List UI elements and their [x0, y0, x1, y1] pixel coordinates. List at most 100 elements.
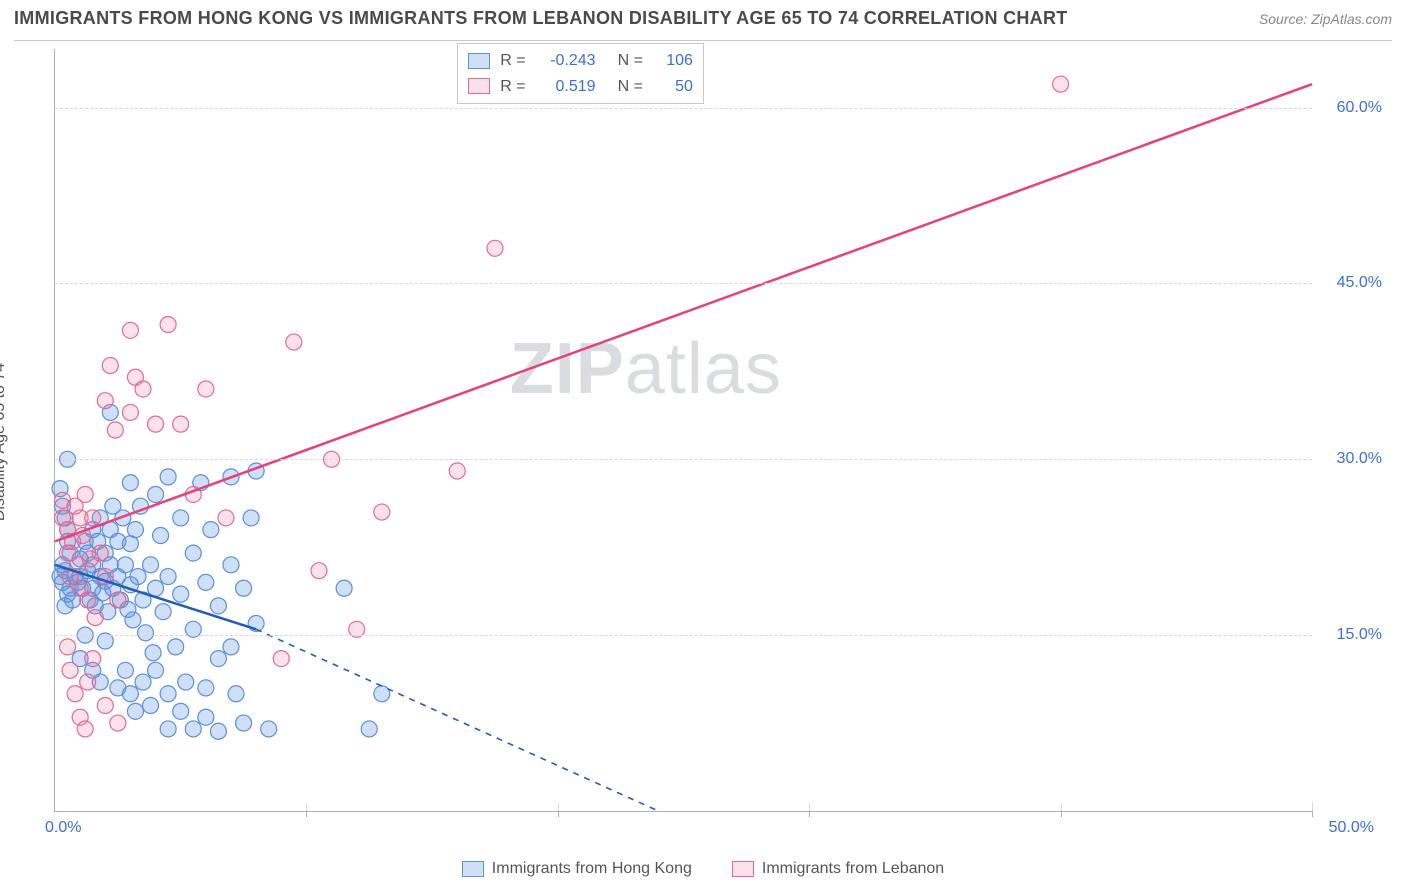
data-point-hk	[185, 545, 201, 561]
gridline-h	[55, 635, 1312, 636]
data-point-hk	[143, 697, 159, 713]
gridline-h	[55, 459, 1312, 460]
series-legend: Immigrants from Hong Kong Immigrants fro…	[0, 860, 1406, 878]
data-point-hk	[336, 580, 352, 596]
data-point-lb	[160, 316, 176, 332]
data-point-hk	[135, 674, 151, 690]
data-point-lb	[449, 463, 465, 479]
source-attribution: Source: ZipAtlas.com	[1259, 11, 1392, 27]
data-point-lb	[286, 334, 302, 350]
xtick	[809, 811, 810, 817]
data-point-hk	[127, 522, 143, 538]
data-point-hk	[160, 721, 176, 737]
r-label: R =	[500, 74, 525, 100]
data-point-hk	[178, 674, 194, 690]
gridline-v	[1312, 803, 1313, 811]
gridline-v	[558, 803, 559, 811]
data-point-hk	[374, 686, 390, 702]
xtick-label: 50.0%	[1329, 819, 1374, 837]
data-point-hk	[173, 586, 189, 602]
legend-label-lb: Immigrants from Lebanon	[762, 860, 944, 878]
legend-item-lb: Immigrants from Lebanon	[732, 860, 944, 878]
xtick	[306, 811, 307, 817]
data-point-hk	[198, 680, 214, 696]
stats-legend: R = -0.243 N = 106 R = 0.519 N = 50	[457, 43, 704, 104]
r-label: R =	[500, 48, 525, 74]
gridline-v	[1061, 803, 1062, 811]
data-point-lb	[77, 486, 93, 502]
data-point-hk	[198, 709, 214, 725]
swatch-lb	[732, 861, 754, 877]
data-point-lb	[148, 416, 164, 432]
data-point-lb	[80, 674, 96, 690]
r-value-hk: -0.243	[540, 48, 596, 74]
data-point-lb	[97, 697, 113, 713]
data-point-lb	[85, 510, 101, 526]
data-point-hk	[125, 612, 141, 628]
data-point-hk	[57, 598, 73, 614]
data-point-hk	[243, 510, 259, 526]
data-point-lb	[85, 651, 101, 667]
data-point-lb	[110, 715, 126, 731]
data-point-hk	[160, 569, 176, 585]
regression-line-hk-extrapolated	[256, 629, 658, 811]
gridline-h	[55, 283, 1312, 284]
ytick-label: 45.0%	[1337, 274, 1382, 292]
data-point-lb	[67, 686, 83, 702]
data-point-lb	[374, 504, 390, 520]
data-point-hk	[145, 645, 161, 661]
data-point-lb	[1053, 76, 1069, 92]
swatch-hk	[462, 861, 484, 877]
gridline-v	[306, 803, 307, 811]
title-bar: IMMIGRANTS FROM HONG KONG VS IMMIGRANTS …	[0, 0, 1406, 33]
n-label: N =	[618, 74, 643, 100]
data-point-lb	[110, 592, 126, 608]
data-point-lb	[173, 416, 189, 432]
n-value-hk: 106	[657, 48, 693, 74]
data-point-lb	[80, 592, 96, 608]
gridline-h	[55, 108, 1312, 109]
gridline-v	[809, 803, 810, 811]
data-point-lb	[62, 662, 78, 678]
data-point-hk	[228, 686, 244, 702]
data-point-hk	[223, 639, 239, 655]
data-point-hk	[155, 604, 171, 620]
data-point-hk	[148, 486, 164, 502]
data-point-hk	[130, 569, 146, 585]
data-point-hk	[236, 580, 252, 596]
data-point-hk	[117, 662, 133, 678]
data-point-lb	[97, 393, 113, 409]
data-point-hk	[173, 703, 189, 719]
data-point-lb	[60, 639, 76, 655]
chart-title: IMMIGRANTS FROM HONG KONG VS IMMIGRANTS …	[14, 8, 1068, 29]
data-point-hk	[173, 510, 189, 526]
data-point-lb	[273, 651, 289, 667]
data-point-hk	[160, 469, 176, 485]
data-point-hk	[210, 723, 226, 739]
data-point-hk	[261, 721, 277, 737]
n-value-lb: 50	[657, 74, 693, 100]
data-point-hk	[203, 522, 219, 538]
data-point-hk	[153, 528, 169, 544]
data-point-lb	[107, 422, 123, 438]
data-point-hk	[143, 557, 159, 573]
swatch-lb	[468, 78, 490, 94]
stats-row-hk: R = -0.243 N = 106	[468, 48, 693, 74]
chart-frame: Disability Age 65 to 74 ZIPatlas R = -0.…	[14, 40, 1392, 842]
data-point-lb	[87, 610, 103, 626]
data-point-lb	[311, 563, 327, 579]
data-point-lb	[102, 358, 118, 374]
stats-row-lb: R = 0.519 N = 50	[468, 74, 693, 100]
data-point-hk	[122, 475, 138, 491]
data-point-hk	[117, 557, 133, 573]
ytick-label: 30.0%	[1337, 450, 1382, 468]
y-axis-label: Disability Age 65 to 74	[0, 362, 9, 520]
n-label: N =	[618, 48, 643, 74]
data-point-hk	[168, 639, 184, 655]
ytick-label: 15.0%	[1337, 626, 1382, 644]
data-point-hk	[127, 703, 143, 719]
data-point-lb	[487, 240, 503, 256]
data-point-hk	[210, 598, 226, 614]
data-point-lb	[77, 721, 93, 737]
swatch-hk	[468, 53, 490, 69]
